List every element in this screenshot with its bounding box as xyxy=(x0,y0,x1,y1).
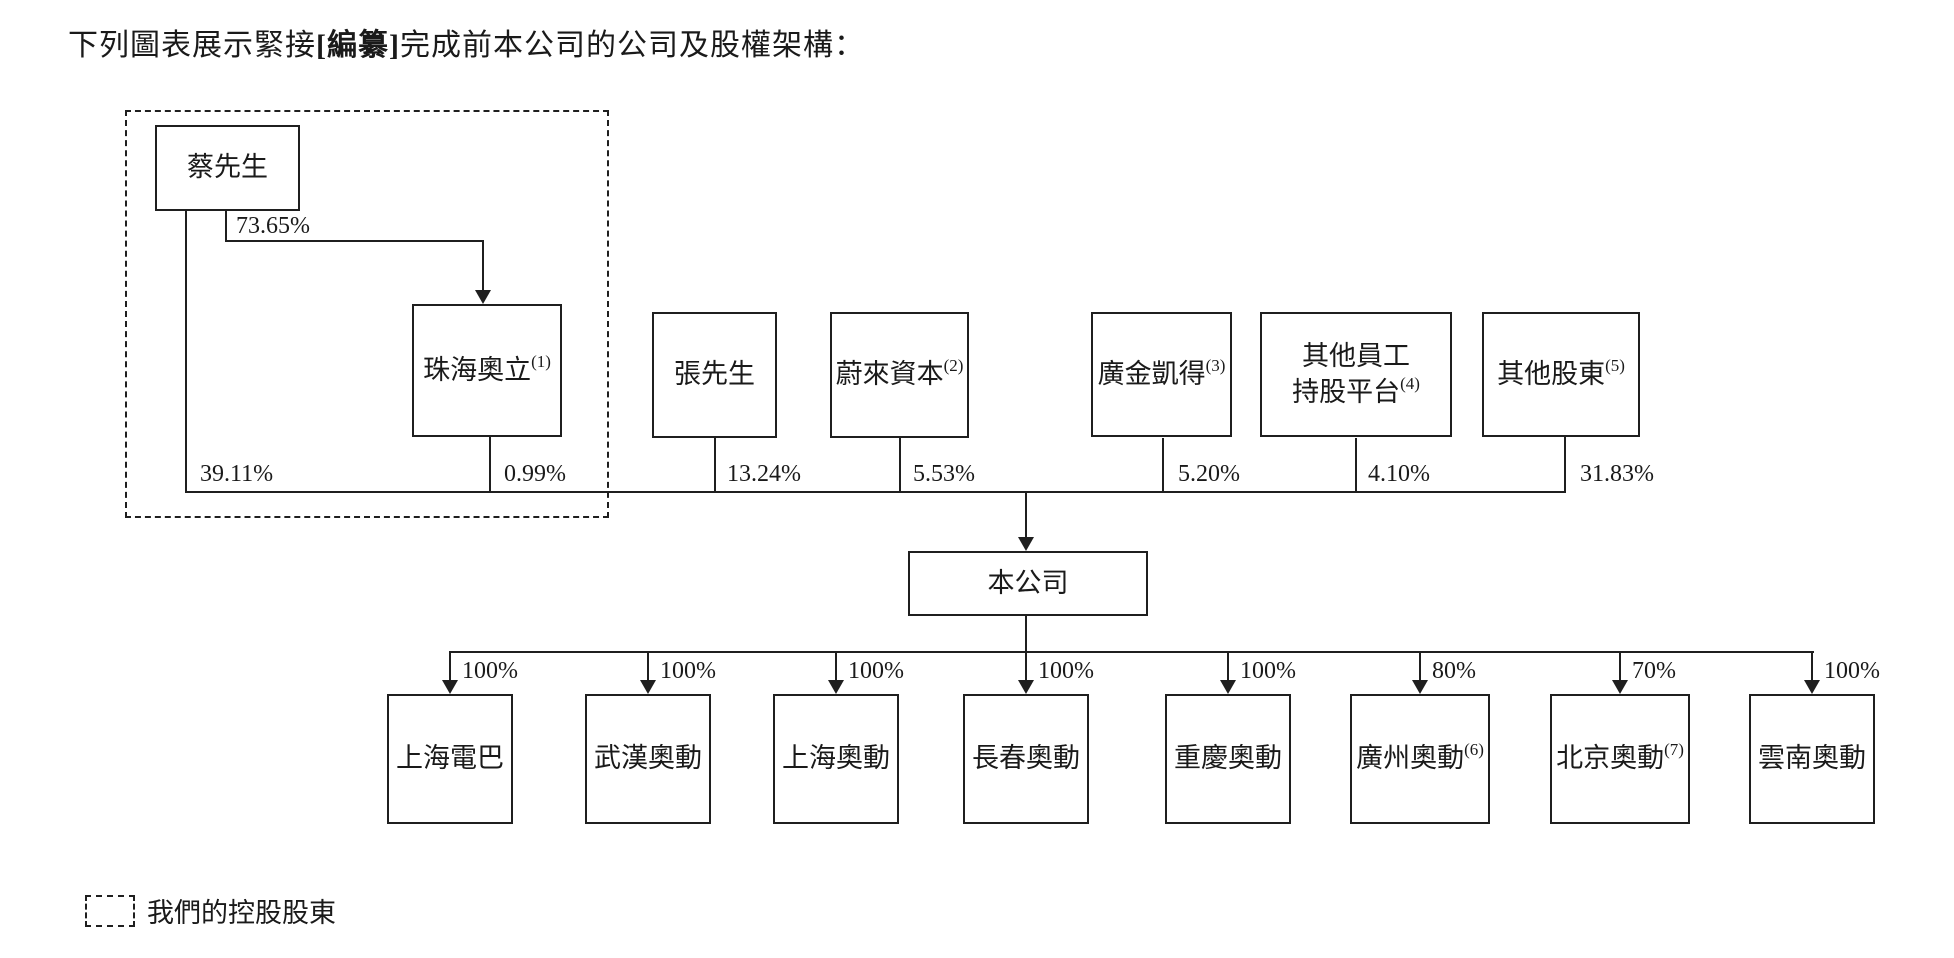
legend-label: 我們的控股股東 xyxy=(147,898,336,928)
node-company: 本公司 xyxy=(908,551,1148,616)
node-weilai-capital-label: 蔚來資本(2) xyxy=(835,356,964,390)
page-title: 下列圖表展示緊接[編纂]完成前本公司的公司及股權架構： xyxy=(68,20,865,64)
pct-platform-to-company: 4.10% xyxy=(1368,461,1430,487)
connector-line xyxy=(489,437,491,493)
footnote-ref-3: (3) xyxy=(1205,355,1226,375)
title-suffix: 完成前本公司的公司及股權架構： xyxy=(399,29,865,62)
node-employee-platform: 其他員工 持股平台(4) xyxy=(1260,312,1452,437)
connector-line xyxy=(1025,492,1027,538)
node-mr-zhang: 張先生 xyxy=(652,312,777,438)
node-other-shareholders-label: 其他股東(5) xyxy=(1497,355,1625,389)
pct-aoli-to-company: 0.99% xyxy=(504,461,566,487)
connector-line xyxy=(1025,652,1027,681)
node-subsidiary-guangzhou-aodong: 廣州奧動(6) xyxy=(1350,694,1490,824)
subsidiary-label: 武漢奧動 xyxy=(594,743,702,774)
node-guangjin-kaide-label: 廣金凱得(3) xyxy=(1097,355,1226,389)
connector-line xyxy=(1025,616,1027,653)
footnote-ref-5: (5) xyxy=(1605,355,1625,375)
pct-cai-to-company: 39.11% xyxy=(200,461,274,487)
pct-cai-to-aoli: 73.65% xyxy=(236,213,310,239)
node-zhuhai-aoli: 珠海奧立(1) xyxy=(412,304,562,437)
subsidiary-label: 廣州奧動(6) xyxy=(1356,740,1484,774)
arrowhead-down-icon xyxy=(1612,680,1628,694)
connector-line xyxy=(185,211,187,492)
node-zhuhai-aoli-label: 珠海奧立(1) xyxy=(423,351,551,385)
pct-subsidiary-1: 100% xyxy=(660,658,716,684)
pct-subsidiary-5: 80% xyxy=(1432,658,1476,684)
connector-line xyxy=(1162,438,1164,493)
arrowhead-down-icon xyxy=(1018,680,1034,694)
node-employee-platform-label: 其他員工 持股平台(4) xyxy=(1292,341,1420,407)
arrowhead-down-icon xyxy=(828,680,844,694)
arrowhead-down-icon xyxy=(1412,680,1428,694)
connector-line xyxy=(1227,652,1229,681)
arrowhead-down-icon xyxy=(1804,680,1820,694)
pct-subsidiary-2: 100% xyxy=(848,658,904,684)
node-weilai-capital: 蔚來資本(2) xyxy=(830,312,969,438)
node-subsidiary-shanghai-aodong: 上海奧動 xyxy=(773,694,899,824)
connector-line xyxy=(1811,652,1813,681)
title-redacted-marker: [編纂] xyxy=(316,29,400,62)
pct-others-to-company: 31.83% xyxy=(1580,461,1654,487)
subsidiary-label: 上海奧動 xyxy=(782,743,890,774)
shareholders-bus-line xyxy=(185,491,1566,493)
pct-subsidiary-0: 100% xyxy=(462,658,518,684)
node-subsidiary-chongqing-aodong: 重慶奧動 xyxy=(1165,694,1291,824)
controlling-shareholders-group-outline xyxy=(125,110,609,518)
node-mr-cai: 蔡先生 xyxy=(155,125,300,211)
arrowhead-down-icon xyxy=(475,290,491,304)
subsidiary-label: 雲南奧動 xyxy=(1758,743,1866,774)
pct-zhang-to-company: 13.24% xyxy=(727,461,801,487)
node-subsidiary-beijing-aodong: 北京奧動(7) xyxy=(1550,694,1690,824)
legend-dashed-box-icon xyxy=(85,894,135,927)
footnote-ref-1: (1) xyxy=(531,351,551,371)
connector-line xyxy=(1419,652,1421,681)
subsidiary-label: 長春奧動 xyxy=(972,743,1080,774)
node-subsidiary-shanghai-dianba: 上海電巴 xyxy=(387,694,513,824)
node-mr-zhang-label: 張先生 xyxy=(674,359,755,390)
arrowhead-down-icon xyxy=(640,680,656,694)
footnote-ref-6: (6) xyxy=(1464,740,1484,760)
pct-subsidiary-6: 70% xyxy=(1632,658,1676,684)
connector-line xyxy=(482,240,484,290)
connector-line xyxy=(835,652,837,681)
node-guangjin-kaide: 廣金凱得(3) xyxy=(1091,312,1232,437)
subsidiary-label: 重慶奧動 xyxy=(1174,743,1282,774)
node-subsidiary-yunnan-aodong: 雲南奧動 xyxy=(1749,694,1875,824)
subsidiary-label: 上海電巴 xyxy=(396,743,504,774)
node-company-label: 本公司 xyxy=(987,567,1069,598)
arrowhead-down-icon xyxy=(1018,537,1034,551)
connector-line xyxy=(1355,438,1357,493)
connector-line xyxy=(225,211,227,242)
node-mr-cai-label: 蔡先生 xyxy=(187,152,268,183)
footnote-ref-7: (7) xyxy=(1664,740,1684,760)
pct-weilai-to-company: 5.53% xyxy=(913,461,975,487)
pct-subsidiary-7: 100% xyxy=(1824,658,1880,684)
connector-line xyxy=(714,438,716,493)
connector-line xyxy=(899,438,901,493)
footnote-ref-2: (2) xyxy=(943,356,964,376)
node-subsidiary-changchun-aodong: 長春奧動 xyxy=(963,694,1089,824)
node-subsidiary-wuhan-aodong: 武漢奧動 xyxy=(585,694,711,824)
arrowhead-down-icon xyxy=(1220,680,1236,694)
pct-subsidiary-4: 100% xyxy=(1240,658,1296,684)
title-prefix: 下列圖表展示緊接 xyxy=(68,29,316,62)
arrowhead-down-icon xyxy=(442,680,458,694)
footnote-ref-4: (4) xyxy=(1400,373,1420,393)
connector-line xyxy=(647,652,649,681)
pct-guangjin-to-company: 5.20% xyxy=(1178,461,1240,487)
connector-line xyxy=(225,240,484,242)
legend: 我們的控股股東 xyxy=(85,891,336,930)
connector-line xyxy=(449,652,451,681)
pct-subsidiary-3: 100% xyxy=(1038,658,1094,684)
subsidiary-label: 北京奧動(7) xyxy=(1556,740,1684,774)
node-other-shareholders: 其他股東(5) xyxy=(1482,312,1640,437)
connector-line xyxy=(1619,652,1621,681)
subsidiaries-bus-line xyxy=(449,651,1814,653)
connector-line xyxy=(1564,437,1566,493)
